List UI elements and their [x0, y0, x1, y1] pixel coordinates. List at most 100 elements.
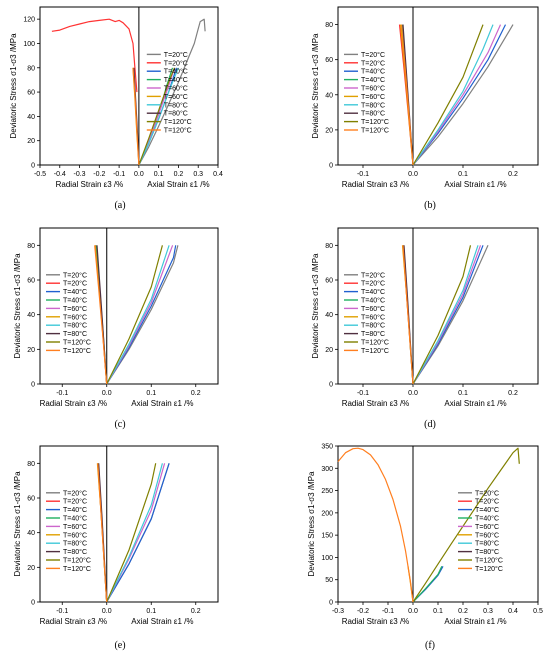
y-axis-label: Deviatoric Stress σ1-σ3 /MPa	[13, 471, 22, 577]
legend-label: T=20°C	[475, 489, 499, 497]
x-axis-label-axial: Axial Strain ε1 /%	[131, 617, 193, 626]
y-tick-label: 0	[31, 600, 35, 607]
y-axis-label: Deviatoric Stress σ1-σ3 /MPa	[13, 253, 22, 359]
x-tick-label: -0.4	[54, 171, 66, 178]
x-axis-label-radial: Radial Strain ε3 /%	[40, 399, 108, 408]
legend-label: T=60°C	[63, 305, 87, 313]
x-tick-label: -0.3	[332, 608, 344, 615]
series-line	[412, 24, 502, 166]
legend-label: T=120°C	[63, 339, 91, 347]
plot-frame	[39, 6, 219, 166]
legend-label: T=40°C	[63, 506, 87, 514]
y-tick-label: 50	[325, 577, 333, 584]
series-line	[400, 24, 414, 166]
y-tick-label: 0	[329, 382, 333, 389]
series-line	[138, 67, 176, 166]
y-tick-label: 20	[27, 138, 35, 145]
x-tick-label: -0.1	[382, 608, 394, 615]
legend-label: T=20°C	[475, 498, 499, 506]
x-axis-label-radial: Radial Strain ε3 /%	[342, 399, 410, 408]
x-tick-label: 0.0	[102, 390, 112, 397]
chart-panel: -0.1 0.0 0.1 0.2 0 20 40 60 80 Deviatoric Stress …	[311, 227, 539, 430]
x-axis-label-radial: Radial Strain ε3 /%	[40, 617, 108, 626]
y-tick-label: 40	[27, 530, 35, 537]
y-tick-label: 80	[27, 461, 35, 468]
legend-label: T=120°C	[63, 347, 91, 355]
legend-label: T=120°C	[63, 565, 91, 573]
chart-panel: -0.5 -0.4 -0.3 -0.2 -0.1 0.0 0.1 0.2 0.3 0.4 0 20 40…	[9, 6, 223, 211]
y-axis-label: Deviatoric Stress σ1-σ3 /MPa	[307, 471, 316, 577]
legend-label: T=60°C	[361, 305, 385, 313]
series-line	[106, 245, 170, 385]
series-line	[106, 463, 163, 603]
x-tick-label: -0.1	[56, 608, 68, 615]
panel-tag: (c)	[114, 419, 125, 430]
legend-label: T=20°C	[63, 489, 87, 497]
legend-label: T=40°C	[164, 76, 188, 84]
x-tick-label: 0.4	[508, 608, 518, 615]
legend-label: T=80°C	[164, 101, 188, 109]
x-tick-label: -0.3	[74, 171, 86, 178]
y-tick-label: 80	[325, 22, 333, 29]
legend-label: T=120°C	[475, 565, 503, 573]
x-tick-label: -0.2	[93, 171, 105, 178]
legend-label: T=80°C	[63, 540, 87, 548]
y-tick-label: 120	[23, 17, 35, 24]
x-tick-label: 0.1	[154, 171, 164, 178]
x-axis-label-axial: Axial Strain ε1 /%	[444, 180, 506, 189]
panel-tag: (a)	[114, 200, 125, 211]
x-axis-label-radial: Radial Strain ε3 /%	[56, 180, 124, 189]
series-line	[412, 245, 479, 385]
y-tick-label: 100	[23, 41, 35, 48]
x-axis-label-axial: Axial Strain ε1 /%	[444, 617, 506, 626]
legend-label: T=20°C	[164, 51, 188, 59]
series-line	[138, 67, 179, 166]
y-tick-label: 80	[27, 243, 35, 250]
x-tick-label: 0.2	[508, 171, 518, 178]
x-tick-label: 0.2	[191, 608, 201, 615]
series-line	[106, 463, 170, 603]
legend: T=20°CT=20°CT=40°CT=40°CT=60°CT=60°CT=80…	[46, 489, 91, 573]
chart-panel: -0.1 0.0 0.1 0.2 0 20 40 60 80 Deviatoric Stress …	[311, 6, 539, 211]
legend-label: T=80°C	[361, 101, 385, 109]
y-tick-label: 80	[27, 65, 35, 72]
legend-label: T=80°C	[475, 548, 499, 556]
legend: T=20°CT=20°CT=40°CT=40°CT=60°CT=60°CT=80…	[458, 489, 503, 573]
x-tick-label: -0.1	[113, 171, 125, 178]
y-tick-label: 40	[325, 312, 333, 319]
series-line	[106, 463, 157, 603]
legend-label: T=20°C	[361, 51, 385, 59]
x-axis-label-axial: Axial Strain ε1 /%	[131, 399, 193, 408]
plot-frame	[337, 445, 539, 603]
legend-label: T=120°C	[361, 127, 389, 135]
y-tick-label: 0	[31, 382, 35, 389]
y-tick-label: 200	[321, 510, 333, 517]
x-tick-label: 0.2	[458, 608, 468, 615]
y-tick-label: 20	[27, 565, 35, 572]
y-tick-label: 250	[321, 488, 333, 495]
series-line	[412, 24, 494, 166]
y-tick-label: 100	[321, 555, 333, 562]
legend-label: T=60°C	[475, 523, 499, 531]
chart-panel: -0.1 0.0 0.1 0.2 0 20 40 60 80 Deviatoric Stress …	[13, 445, 219, 651]
legend: T=20°CT=20°CT=40°CT=40°CT=60°CT=60°CT=80…	[46, 271, 91, 355]
series-line	[97, 463, 108, 603]
legend-label: T=40°C	[63, 297, 87, 305]
plot-frame	[39, 445, 219, 603]
x-tick-label: 0.5	[533, 608, 543, 615]
x-tick-label: 0.0	[408, 171, 418, 178]
y-tick-label: 60	[27, 496, 35, 503]
y-tick-label: 300	[321, 466, 333, 473]
legend-label: T=80°C	[361, 330, 385, 338]
x-tick-label: 0.2	[508, 390, 518, 397]
x-tick-label: 0.0	[134, 171, 144, 178]
legend-label: T=40°C	[164, 68, 188, 76]
panel-tag: (b)	[424, 200, 436, 211]
y-tick-label: 40	[27, 114, 35, 121]
legend-label: T=120°C	[164, 127, 192, 135]
series-line	[402, 245, 414, 385]
legend-label: T=60°C	[475, 531, 499, 539]
series-line	[337, 447, 414, 603]
legend-label: T=80°C	[475, 540, 499, 548]
y-tick-label: 20	[325, 127, 333, 134]
